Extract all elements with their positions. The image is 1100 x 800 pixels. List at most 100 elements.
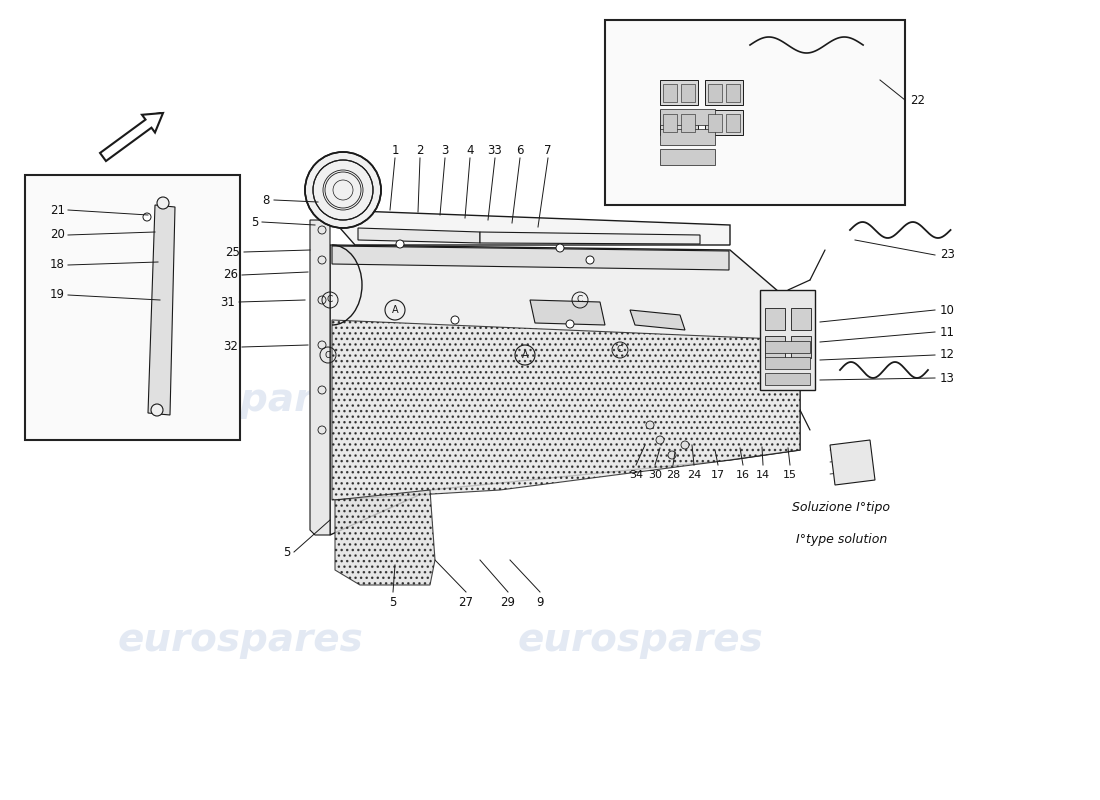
Text: 4: 4 xyxy=(466,143,474,157)
Circle shape xyxy=(318,296,326,304)
Text: 15: 15 xyxy=(783,470,798,480)
Text: eurospares: eurospares xyxy=(117,621,363,659)
Text: 6: 6 xyxy=(516,143,524,157)
Text: 2: 2 xyxy=(416,143,424,157)
Text: 19: 19 xyxy=(50,289,65,302)
Bar xyxy=(705,80,742,105)
Bar xyxy=(663,84,676,102)
Polygon shape xyxy=(332,246,729,270)
Text: 16: 16 xyxy=(736,470,750,480)
Text: I°type solution: I°type solution xyxy=(796,534,887,546)
Text: 32: 32 xyxy=(223,341,238,354)
Polygon shape xyxy=(358,228,480,243)
Text: 18: 18 xyxy=(51,258,65,271)
Text: 5: 5 xyxy=(251,215,258,229)
Bar xyxy=(25,175,240,440)
Text: 30: 30 xyxy=(648,470,662,480)
Polygon shape xyxy=(630,310,685,330)
Bar xyxy=(764,308,785,330)
Circle shape xyxy=(305,152,381,228)
Circle shape xyxy=(566,320,574,328)
Circle shape xyxy=(318,341,326,349)
Text: 8: 8 xyxy=(263,194,270,206)
Text: 31: 31 xyxy=(220,295,235,309)
Text: C: C xyxy=(617,346,623,354)
Polygon shape xyxy=(830,440,874,485)
Text: 23: 23 xyxy=(940,249,955,262)
Bar xyxy=(705,110,742,135)
Text: 20: 20 xyxy=(51,229,65,242)
Bar xyxy=(760,290,815,390)
Circle shape xyxy=(157,197,169,209)
Circle shape xyxy=(318,426,326,434)
Circle shape xyxy=(143,213,151,221)
Polygon shape xyxy=(332,320,800,500)
Text: eurospares: eurospares xyxy=(117,381,363,419)
Bar xyxy=(791,308,811,330)
Text: 5: 5 xyxy=(283,546,290,558)
Circle shape xyxy=(318,256,326,264)
Circle shape xyxy=(681,441,689,449)
Text: C: C xyxy=(327,295,333,305)
Text: 21: 21 xyxy=(50,203,65,217)
Text: C: C xyxy=(576,295,583,305)
Text: A: A xyxy=(521,350,528,360)
Text: 9: 9 xyxy=(537,595,543,609)
Text: 14: 14 xyxy=(756,470,770,480)
Bar xyxy=(764,336,785,358)
Bar xyxy=(605,20,905,205)
Polygon shape xyxy=(310,220,330,535)
Polygon shape xyxy=(480,232,700,244)
Text: 28: 28 xyxy=(666,470,680,480)
Text: 29: 29 xyxy=(500,595,516,609)
Text: 24: 24 xyxy=(686,470,701,480)
Text: 13: 13 xyxy=(940,371,955,385)
Text: 26: 26 xyxy=(223,269,238,282)
Polygon shape xyxy=(330,210,730,245)
Bar xyxy=(708,84,722,102)
Circle shape xyxy=(451,316,459,324)
Circle shape xyxy=(668,451,676,459)
Text: 22: 22 xyxy=(910,94,925,106)
Text: 11: 11 xyxy=(940,326,955,338)
Text: 10: 10 xyxy=(940,303,955,317)
FancyArrow shape xyxy=(100,113,163,161)
Bar xyxy=(764,373,810,385)
Bar xyxy=(660,110,698,135)
Circle shape xyxy=(396,240,404,248)
Bar xyxy=(726,114,740,132)
Text: 7: 7 xyxy=(544,143,552,157)
Bar xyxy=(764,341,810,353)
Bar xyxy=(660,109,715,125)
Text: 5: 5 xyxy=(389,595,397,609)
Text: 34: 34 xyxy=(629,470,644,480)
Polygon shape xyxy=(148,205,175,415)
Text: A: A xyxy=(392,305,398,315)
Bar xyxy=(708,114,722,132)
Circle shape xyxy=(318,386,326,394)
Text: 12: 12 xyxy=(940,349,955,362)
Bar xyxy=(660,149,715,165)
Bar xyxy=(660,80,698,105)
Circle shape xyxy=(586,256,594,264)
Bar xyxy=(791,336,811,358)
Text: 27: 27 xyxy=(459,595,473,609)
Text: 33: 33 xyxy=(487,143,503,157)
Bar xyxy=(681,84,695,102)
Circle shape xyxy=(646,421,654,429)
Circle shape xyxy=(556,244,564,252)
Bar xyxy=(726,84,740,102)
Bar xyxy=(663,114,676,132)
Text: eurospares: eurospares xyxy=(517,381,763,419)
Text: 25: 25 xyxy=(226,246,240,258)
Text: Soluzione I°tipo: Soluzione I°tipo xyxy=(792,502,891,514)
Circle shape xyxy=(656,436,664,444)
Text: eurospares: eurospares xyxy=(517,621,763,659)
Circle shape xyxy=(318,226,326,234)
Bar xyxy=(764,357,810,369)
Polygon shape xyxy=(530,300,605,325)
Text: 1: 1 xyxy=(392,143,398,157)
Text: 3: 3 xyxy=(441,143,449,157)
Bar xyxy=(660,129,715,145)
Polygon shape xyxy=(330,245,800,535)
